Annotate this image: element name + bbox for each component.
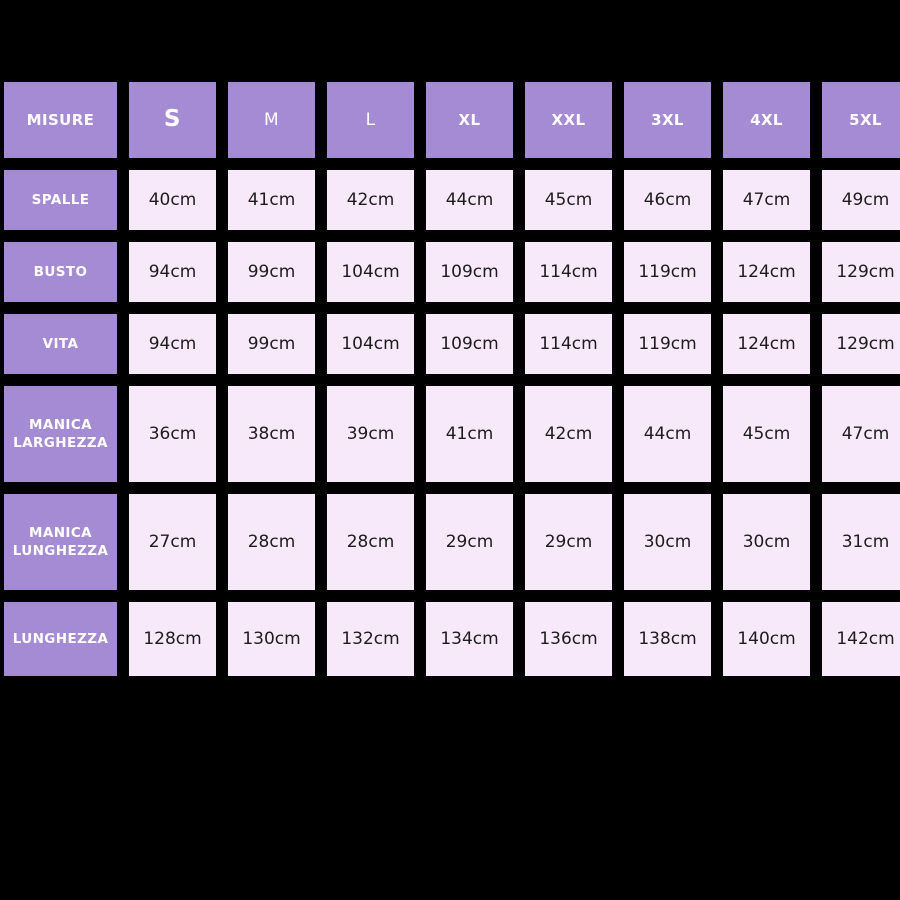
cell-busto-xxl: 114cm [525, 242, 612, 302]
cell-spalle-xl: 44cm [426, 170, 513, 230]
cell-manica-lunghezza-5xl: 31cm [822, 494, 900, 590]
row-label-manica-lunghezza: MANICA LUNGHEZZA [4, 494, 117, 590]
cell-lunghezza-4xl: 140cm [723, 602, 810, 676]
column-header-4xl: 4XL [723, 82, 810, 158]
cell-vita-l: 104cm [327, 314, 414, 374]
cell-vita-s: 94cm [129, 314, 216, 374]
cell-busto-5xl: 129cm [822, 242, 900, 302]
cell-manica-larghezza-5xl: 47cm [822, 386, 900, 482]
cell-vita-4xl: 124cm [723, 314, 810, 374]
cell-manica-lunghezza-l: 28cm [327, 494, 414, 590]
cell-manica-lunghezza-3xl: 30cm [624, 494, 711, 590]
cell-lunghezza-m: 130cm [228, 602, 315, 676]
cell-vita-5xl: 129cm [822, 314, 900, 374]
cell-manica-lunghezza-4xl: 30cm [723, 494, 810, 590]
cell-lunghezza-l: 132cm [327, 602, 414, 676]
column-header-xl: XL [426, 82, 513, 158]
cell-manica-larghezza-s: 36cm [129, 386, 216, 482]
cell-manica-larghezza-3xl: 44cm [624, 386, 711, 482]
cell-manica-larghezza-l: 39cm [327, 386, 414, 482]
cell-manica-lunghezza-xxl: 29cm [525, 494, 612, 590]
cell-busto-l: 104cm [327, 242, 414, 302]
cell-lunghezza-xl: 134cm [426, 602, 513, 676]
cell-manica-larghezza-xxl: 42cm [525, 386, 612, 482]
cell-lunghezza-3xl: 138cm [624, 602, 711, 676]
cell-spalle-s: 40cm [129, 170, 216, 230]
row-label-lunghezza: LUNGHEZZA [4, 602, 117, 676]
cell-busto-3xl: 119cm [624, 242, 711, 302]
cell-busto-s: 94cm [129, 242, 216, 302]
column-header-m: M [228, 82, 315, 158]
column-header-s: S [129, 82, 216, 158]
column-header-5xl: 5XL [822, 82, 900, 158]
cell-spalle-5xl: 49cm [822, 170, 900, 230]
column-header-l: L [327, 82, 414, 158]
cell-manica-lunghezza-s: 27cm [129, 494, 216, 590]
cell-vita-xxl: 114cm [525, 314, 612, 374]
size-chart-table: MISURE S M L XL XXL 3XL 4XL 5XL SPALLE 40cm 41cm 42c… [4, 82, 900, 676]
row-label-spalle: SPALLE [4, 170, 117, 230]
cell-manica-larghezza-xl: 41cm [426, 386, 513, 482]
cell-manica-larghezza-4xl: 45cm [723, 386, 810, 482]
cell-busto-m: 99cm [228, 242, 315, 302]
row-label-vita: VITA [4, 314, 117, 374]
cell-vita-3xl: 119cm [624, 314, 711, 374]
row-label-busto: BUSTO [4, 242, 117, 302]
cell-spalle-l: 42cm [327, 170, 414, 230]
cell-vita-xl: 109cm [426, 314, 513, 374]
cell-spalle-3xl: 46cm [624, 170, 711, 230]
cell-lunghezza-xxl: 136cm [525, 602, 612, 676]
cell-manica-lunghezza-m: 28cm [228, 494, 315, 590]
cell-busto-4xl: 124cm [723, 242, 810, 302]
cell-spalle-xxl: 45cm [525, 170, 612, 230]
cell-lunghezza-5xl: 142cm [822, 602, 900, 676]
cell-spalle-m: 41cm [228, 170, 315, 230]
corner-header-misure: MISURE [4, 82, 117, 158]
column-header-3xl: 3XL [624, 82, 711, 158]
cell-manica-lunghezza-xl: 29cm [426, 494, 513, 590]
row-label-manica-larghezza: MANICA LARGHEZZA [4, 386, 117, 482]
cell-busto-xl: 109cm [426, 242, 513, 302]
cell-lunghezza-s: 128cm [129, 602, 216, 676]
cell-manica-larghezza-m: 38cm [228, 386, 315, 482]
column-header-xxl: XXL [525, 82, 612, 158]
cell-vita-m: 99cm [228, 314, 315, 374]
cell-spalle-4xl: 47cm [723, 170, 810, 230]
